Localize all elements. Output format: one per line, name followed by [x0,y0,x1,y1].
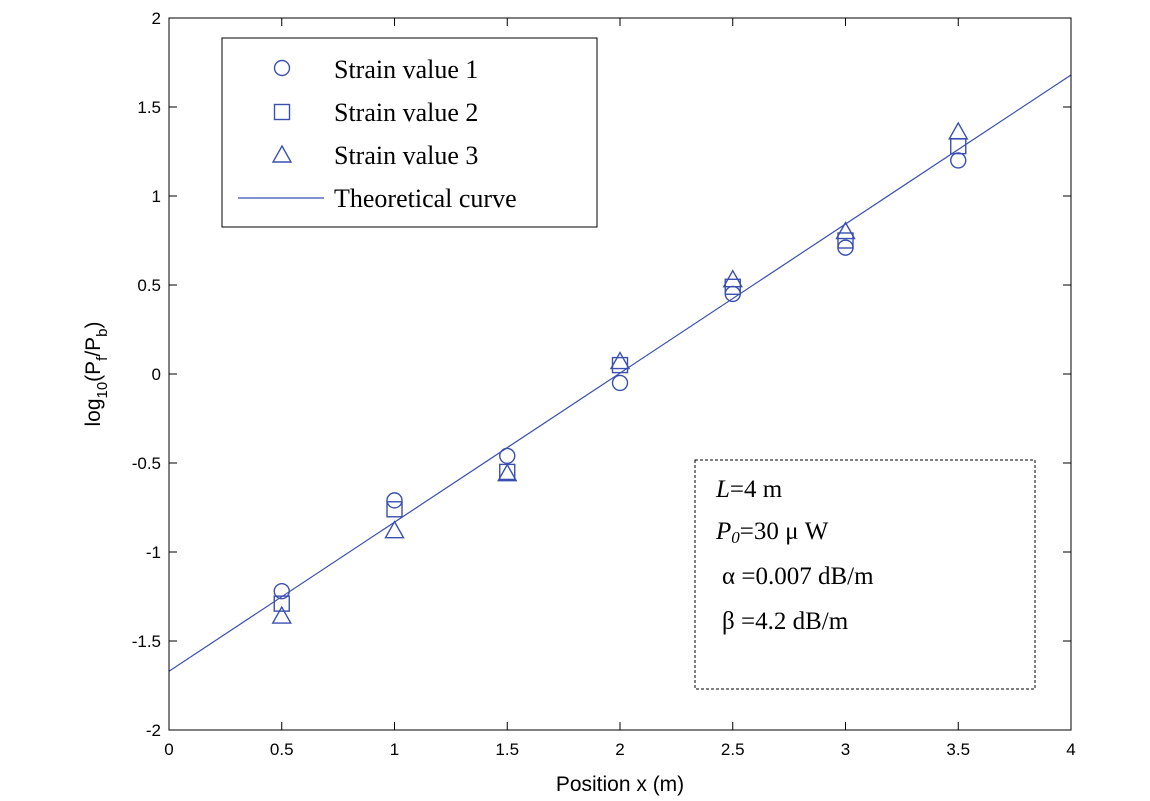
legend-square-marker [273,103,291,121]
y-tick-label: -0.5 [132,454,161,473]
legend-label-strain-3: Strain value 3 [334,141,478,170]
strain-3-point [948,121,969,140]
annotation-power: P0=30 μ W [715,518,829,547]
y-label-b-subscript: b [94,328,111,336]
strain-3-point [384,520,405,539]
legend-label-strain-1: Strain value 1 [334,55,478,84]
annotation-alpha: α =0.007 dB/m [722,563,874,590]
annotation-length-value: =4 m [730,476,783,503]
parameter-annotation: L=4 m P0=30 μ W α =0.007 dB/m β =4.2 dB/… [694,459,1036,690]
y-tick-label: -1 [146,543,161,562]
x-tick-label: 2.5 [721,740,745,759]
strain-1-point [950,152,967,169]
legend-triangle-marker [271,144,293,163]
legend-label-strain-2: Strain value 2 [334,98,478,127]
x-tick-label: 0 [164,740,173,759]
strain-2-point [386,501,403,518]
y-tick-label: 1.5 [137,98,161,117]
annotation-box [694,459,1036,690]
strain-2-point [837,232,854,249]
strain-3-point [271,605,292,624]
y-label-open: (P [82,361,105,382]
plot-marks [168,74,1072,672]
annotation-length-symbol: L [715,476,730,503]
y-axis-label: log10(Pf/Pb) [82,321,111,426]
x-tick-label: 3.5 [946,740,970,759]
y-tick-label: -1.5 [132,632,161,651]
y-tick-label: -2 [146,721,161,740]
x-tick-label: 2 [615,740,624,759]
legend-label-theoretical: Theoretical curve [334,184,517,213]
x-tick-label: 4 [1066,740,1075,759]
strain-3-point [835,221,856,240]
x-tick-label: 1.5 [495,740,519,759]
strain-3-point [722,269,743,288]
annotation-power-subscript: 0 [731,528,740,547]
x-axis-label: Position x (m) [556,773,684,796]
y-label-slash: /P [82,337,105,357]
legend: Strain value 1 Strain value 2 Strain val… [221,37,598,228]
y-tick-label: 1 [152,187,161,206]
axis-ticks: 0 0.5 1 1.5 2 2.5 3 3.5 4 -2 -1.5 -1 -0.5 0 0.5 1 1.5 2 [132,9,1076,759]
strain-1-point [386,492,403,509]
x-tick-label: 1 [390,740,399,759]
strain-3-point [497,463,518,482]
annotation-beta: β =4.2 dB/m [722,608,849,635]
y-label-close: ) [82,321,105,328]
y-tick-label: 0.5 [137,276,161,295]
strain-3-point [609,351,631,370]
y-tick-label: 0 [152,365,161,384]
y-label-log: log [82,399,105,427]
y-label-f-subscript: f [94,356,111,361]
strain-1-point [611,374,629,392]
x-tick-label: 0.5 [270,740,294,759]
annotation-length: L=4 m [715,476,783,503]
x-tick-label: 3 [841,740,850,759]
annotation-power-symbol: P [715,518,731,545]
theoretical-curve-line [168,74,1072,672]
legend-circle-marker [273,59,291,77]
annotation-power-value: =30 μ W [740,518,829,545]
legend-box [221,37,598,228]
y-axis-label-group: log10(Pf/Pb) [82,321,111,426]
strain-2-point [499,463,516,481]
y-label-log-subscript: 10 [94,382,111,399]
y-tick-label: 2 [152,9,161,28]
